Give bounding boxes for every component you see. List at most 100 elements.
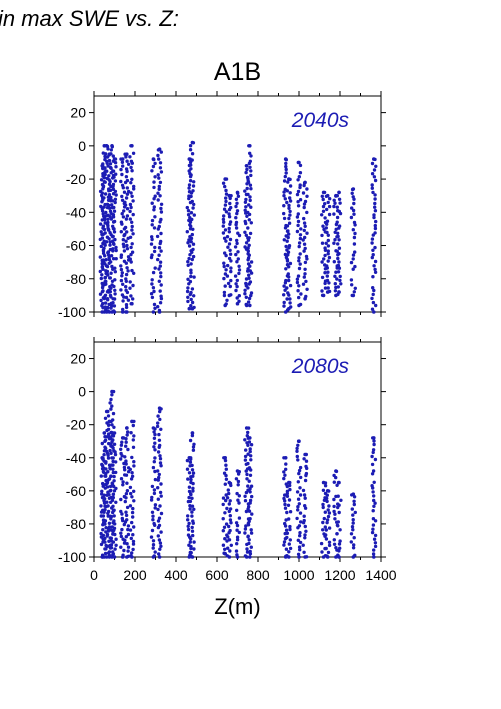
data-point — [157, 555, 162, 559]
data-point — [119, 534, 124, 539]
data-point — [322, 498, 327, 502]
data-point — [125, 290, 130, 295]
data-point — [352, 290, 356, 294]
data-point — [114, 248, 118, 253]
data-point — [297, 160, 301, 165]
x-tick-label: 1200 — [324, 567, 355, 583]
data-point — [237, 530, 241, 535]
data-point — [301, 488, 306, 493]
data-point — [297, 295, 301, 300]
data-point — [224, 188, 228, 193]
data-point — [158, 454, 162, 458]
data-point — [323, 484, 328, 488]
data-point — [157, 552, 161, 556]
data-point — [248, 183, 253, 187]
data-point — [109, 271, 113, 275]
data-point — [225, 496, 230, 500]
data-point — [192, 507, 196, 511]
data-point — [297, 175, 301, 179]
data-point — [151, 546, 155, 550]
data-point — [224, 498, 228, 503]
data-point — [100, 464, 105, 468]
data-point — [158, 220, 162, 224]
data-point — [113, 450, 117, 454]
data-point — [288, 184, 293, 188]
data-point — [298, 548, 302, 552]
data-point — [131, 438, 135, 442]
data-point — [333, 201, 337, 205]
data-point — [353, 231, 357, 236]
data-point — [247, 276, 251, 280]
data-point — [350, 525, 355, 529]
data-point — [130, 551, 134, 555]
data-point — [349, 278, 354, 282]
data-point — [189, 262, 193, 266]
data-point — [190, 140, 195, 145]
data-point — [110, 206, 115, 210]
data-point — [190, 257, 194, 262]
data-point — [222, 261, 226, 265]
data-point — [237, 268, 242, 272]
data-point — [106, 273, 110, 277]
data-point — [286, 229, 290, 233]
data-point — [111, 456, 115, 460]
data-point — [112, 514, 116, 518]
data-point — [109, 286, 113, 290]
data-point — [287, 542, 291, 546]
data-point — [112, 489, 117, 493]
data-point — [125, 243, 129, 248]
data-point — [303, 533, 307, 537]
data-point — [288, 191, 292, 195]
data-point — [332, 212, 336, 216]
data-point — [370, 241, 374, 245]
data-point — [119, 447, 123, 451]
data-point — [373, 457, 378, 462]
data-point — [372, 157, 376, 161]
data-point — [105, 269, 110, 274]
data-point — [187, 256, 191, 261]
data-point — [296, 538, 300, 542]
data-point — [106, 164, 110, 168]
data-point — [246, 246, 250, 250]
data-point — [338, 546, 342, 550]
data-point — [302, 514, 306, 518]
data-point — [186, 241, 190, 245]
data-point — [191, 227, 195, 231]
data-point — [302, 221, 307, 225]
data-point — [114, 470, 118, 475]
data-point — [103, 231, 107, 235]
panel-label: 2040s — [291, 109, 350, 132]
data-point — [223, 203, 228, 207]
data-point — [187, 485, 192, 489]
data-point — [110, 482, 115, 486]
data-point — [186, 527, 191, 532]
data-point — [372, 175, 377, 179]
data-point — [111, 510, 115, 515]
data-point — [326, 514, 331, 519]
data-point — [192, 294, 196, 298]
data-point — [124, 459, 128, 463]
data-point — [185, 467, 190, 471]
data-point — [111, 529, 115, 534]
data-point — [298, 233, 303, 237]
data-point — [111, 169, 115, 173]
data-point — [188, 504, 192, 508]
data-point — [128, 286, 132, 290]
data-point — [337, 510, 341, 515]
data-point — [114, 543, 118, 547]
data-point — [302, 202, 307, 206]
data-point — [111, 226, 116, 231]
data-point — [248, 473, 253, 477]
data-point — [159, 482, 163, 486]
data-point — [159, 427, 163, 431]
data-point — [101, 224, 106, 228]
data-point — [224, 253, 228, 258]
data-point — [119, 264, 123, 268]
data-point — [126, 298, 131, 302]
y-tick-label: -100 — [58, 549, 86, 565]
data-point — [352, 499, 356, 503]
data-point — [159, 544, 163, 548]
data-point — [234, 521, 239, 525]
data-point — [131, 232, 135, 236]
data-point — [112, 297, 117, 301]
